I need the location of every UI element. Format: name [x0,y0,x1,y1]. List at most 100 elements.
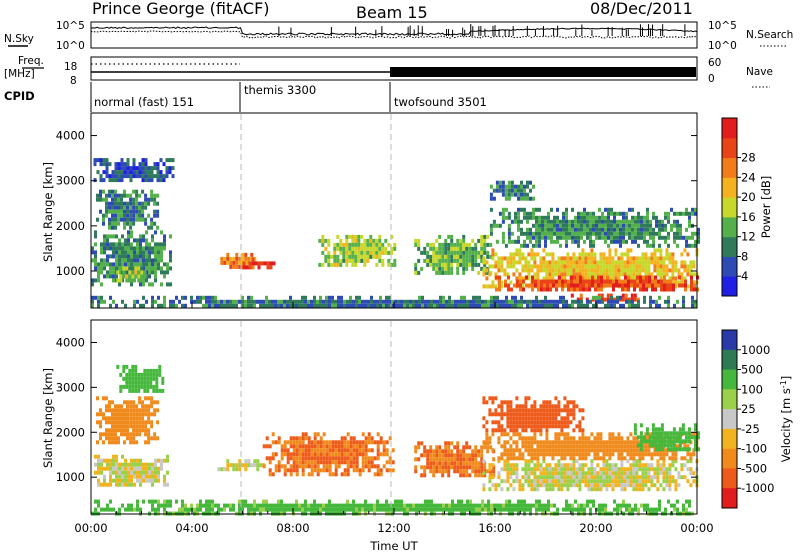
heatmap-cell [547,231,550,236]
heatmap-cell [166,266,169,271]
heatmap-cell [634,239,637,244]
heatmap-cell [147,197,151,202]
heatmap-cell [566,452,570,457]
heatmap-cell [358,303,361,308]
heatmap-cell [575,264,579,269]
heatmap-cell [510,180,514,185]
heatmap-cell [659,463,663,468]
heatmap-cell [102,189,105,194]
heatmap-cell [600,297,604,302]
heatmap-cell [540,279,543,284]
heatmap-cell [369,238,373,243]
heatmap-cell [610,303,613,308]
heatmap-cell [345,246,349,251]
heatmap-cell [156,420,160,425]
heatmap-cell [592,295,595,300]
heatmap-cell [336,254,340,259]
heatmap-cell [665,483,669,488]
heatmap-cell [126,193,129,198]
heatmap-cell [542,467,546,472]
heatmap-cell [333,246,337,251]
heatmap-cell [478,295,481,300]
heatmap-cell [148,499,151,504]
heatmap-cell [656,471,660,476]
heatmap-cell [130,246,133,251]
heatmap-cell [256,463,260,468]
heatmap-cell [610,235,613,240]
heatmap-cell [520,219,523,224]
heatmap-cell [379,436,383,441]
heatmap-cell [304,436,308,441]
heatmap-cell [512,452,516,457]
heatmap-cell [109,507,112,512]
heatmap-cell [115,266,118,271]
heatmap-cell [450,465,454,470]
heatmap-cell [602,268,606,273]
heatmap-cell [648,279,651,284]
heatmap-cell [265,503,268,508]
heatmap-cell [447,246,451,251]
heatmap-cell [593,452,597,457]
heatmap-cell [313,448,317,453]
heatmap-cell [134,364,138,369]
heatmap-cell [340,440,344,445]
heatmap-cell [635,452,639,457]
heatmap-cell [118,238,121,243]
heatmap-cell [575,448,579,453]
heatmap-cell [536,448,540,453]
heatmap-cell [520,507,523,512]
heatmap-cell [325,440,329,445]
heatmap-cell [662,272,666,277]
heatmap-cell [435,469,439,474]
heatmap-cell [652,211,655,216]
heatmap-cell [607,299,610,304]
heatmap-cell [559,227,562,232]
heatmap-cell [361,299,364,304]
freq-panel: Freq. [MHz] 18 8 60 0 Nave [4,55,773,88]
heatmap-cell [623,260,627,265]
heatmap-cell [100,262,103,267]
heatmap-cell [117,197,120,202]
heatmap-cell [553,503,556,508]
heatmap-cell [575,475,579,480]
heatmap-cell [607,235,610,240]
heatmap-cell [115,234,118,239]
heatmap-cell [584,448,588,453]
heatmap-cell [94,454,97,459]
heatmap-cell [286,507,289,512]
heatmap-cell [139,482,142,487]
heatmap-cell [513,283,516,288]
heatmap-cell [604,507,607,512]
heatmap-cell [543,279,546,284]
heatmap-cell [578,264,582,269]
heatmap-cell [423,445,427,450]
heatmap-cell [642,287,645,292]
heatmap-cell [450,238,454,243]
heatmap-cell [509,264,513,269]
heatmap-cell [424,499,427,504]
heatmap-cell [444,250,448,255]
heatmap-cell [348,254,352,259]
heatmap-cell [382,444,386,449]
heatmap-cell [132,162,136,167]
heatmap-cell [295,299,298,304]
heatmap-cell [108,400,111,405]
heatmap-cell [385,503,388,508]
heatmap-cell [133,258,136,263]
heatmap-cell [536,456,540,461]
heatmap-cell [141,178,145,183]
heatmap-cell [572,471,576,476]
heatmap-cell [553,227,556,232]
heatmap-cell [129,436,133,441]
heatmap-cell [563,420,567,425]
heatmap-cell [672,431,676,436]
heatmap-cell [560,420,564,425]
heatmap-cell [536,420,540,425]
heatmap-cell [608,264,612,269]
heatmap-cell [155,376,159,381]
heatmap-cell [384,250,388,255]
heatmap-cell [123,225,126,230]
yaxis-tick-label: 3000 [56,174,85,188]
heatmap-cell [572,463,576,468]
heatmap-cell [666,279,669,284]
